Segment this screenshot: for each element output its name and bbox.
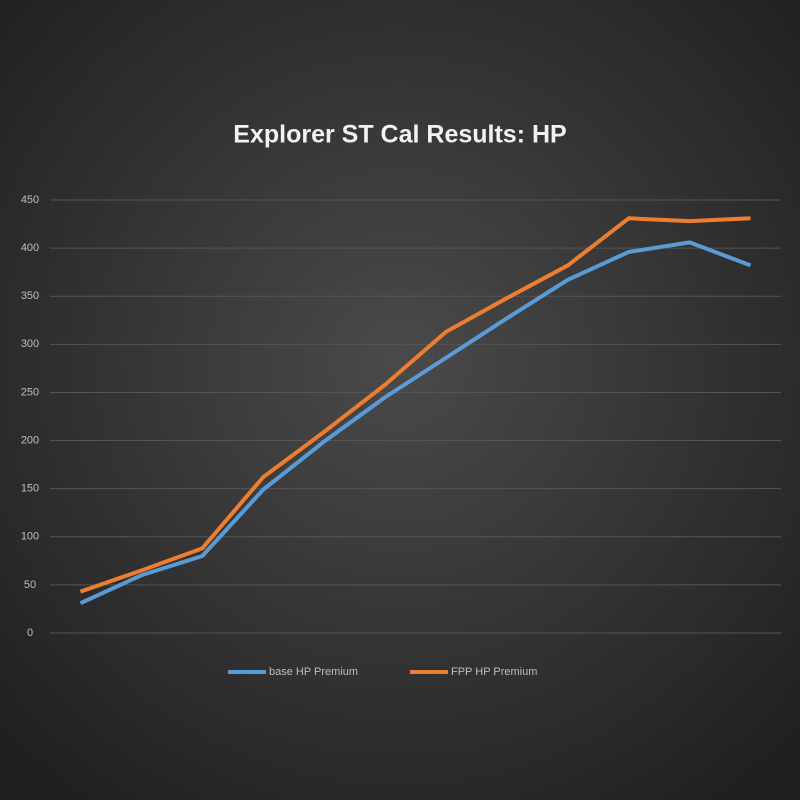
y-tick-label: 250 <box>21 386 39 398</box>
y-tick-label: 200 <box>21 434 39 446</box>
legend-label: FPP HP Premium <box>451 666 537 678</box>
y-tick-label: 0 <box>27 627 33 639</box>
series-line <box>79 240 752 605</box>
y-tick-label: 100 <box>21 531 39 543</box>
legend-label: base HP Premium <box>269 666 358 678</box>
y-tick-label: 50 <box>24 579 36 591</box>
y-tick-label: 400 <box>21 242 39 254</box>
chart-title: Explorer ST Cal Results: HP <box>233 121 566 149</box>
y-tick-label: 350 <box>21 290 39 302</box>
y-tick-label: 300 <box>21 338 39 350</box>
series-line <box>79 216 751 594</box>
y-tick-label: 450 <box>21 194 39 206</box>
y-tick-label: 150 <box>21 483 39 495</box>
